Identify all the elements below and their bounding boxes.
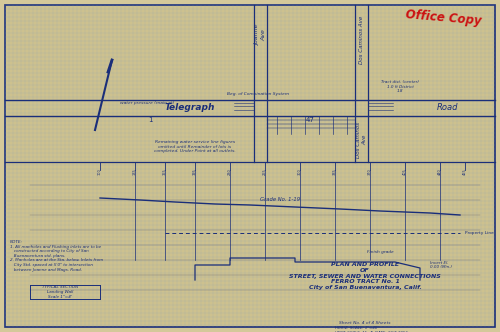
Text: Office Copy: Office Copy bbox=[404, 8, 481, 28]
Text: 370: 370 bbox=[368, 168, 372, 175]
Text: 300: 300 bbox=[298, 168, 302, 175]
Text: Dos Caminos Ave: Dos Caminos Ave bbox=[359, 16, 364, 64]
Text: DATE: 10/7-1956: DATE: 10/7-1956 bbox=[375, 331, 408, 332]
Text: Telegraph: Telegraph bbox=[165, 104, 215, 113]
Text: Finish grade: Finish grade bbox=[366, 250, 394, 254]
Text: 230: 230 bbox=[228, 168, 232, 175]
Text: 405: 405 bbox=[403, 168, 407, 175]
Text: Beg. of Combination System: Beg. of Combination System bbox=[227, 92, 289, 96]
Text: 440: 440 bbox=[438, 168, 442, 175]
Text: 135: 135 bbox=[133, 168, 137, 175]
Text: Dos Caminos
Ave: Dos Caminos Ave bbox=[356, 122, 367, 158]
Text: Tract dist. (center)
1.0 ft District
1.8: Tract dist. (center) 1.0 ft District 1.8 bbox=[381, 80, 419, 93]
Text: HORIZ. SCALE: 1"=40'
VERT. SCALE: 1"=4': HORIZ. SCALE: 1"=40' VERT. SCALE: 1"=4' bbox=[335, 326, 378, 332]
Text: Joanne
Ave: Joanne Ave bbox=[255, 24, 266, 46]
Text: 47: 47 bbox=[306, 117, 314, 123]
Text: NOTE:
1. All manholes and Flushing inlets are to be
   constructed according to : NOTE: 1. All manholes and Flushing inlet… bbox=[10, 240, 103, 272]
Text: 465: 465 bbox=[463, 168, 467, 175]
Text: 335: 335 bbox=[333, 168, 337, 175]
Text: 100: 100 bbox=[98, 168, 102, 175]
Text: PLAN AND PROFILE
OF
STREET, SEWER AND WATER CONNECTIONS
FERRO TRACT No. 1
City o: PLAN AND PROFILE OF STREET, SEWER AND WA… bbox=[289, 262, 441, 290]
Text: Property Line: Property Line bbox=[465, 231, 494, 235]
Text: 1: 1 bbox=[148, 117, 152, 123]
Text: Road: Road bbox=[437, 104, 459, 113]
Text: water pressure (main at): water pressure (main at) bbox=[120, 101, 174, 105]
Text: Grade No. 1-19: Grade No. 1-19 bbox=[260, 197, 300, 202]
Text: Remaining water service line figures
omitted until Remainder of lots is
complete: Remaining water service line figures omi… bbox=[154, 140, 236, 153]
Text: 265: 265 bbox=[263, 168, 267, 175]
Text: 195: 195 bbox=[193, 168, 197, 175]
Text: Invert El.
0.00 (Min.): Invert El. 0.00 (Min.) bbox=[430, 261, 452, 269]
Text: Sheet No. 4 of 4 Sheets: Sheet No. 4 of 4 Sheets bbox=[339, 321, 391, 325]
Text: 165: 165 bbox=[163, 168, 167, 175]
Text: TYPICAL SECTION
Landing Wall
Scale 1"=4': TYPICAL SECTION Landing Wall Scale 1"=4' bbox=[42, 286, 78, 298]
